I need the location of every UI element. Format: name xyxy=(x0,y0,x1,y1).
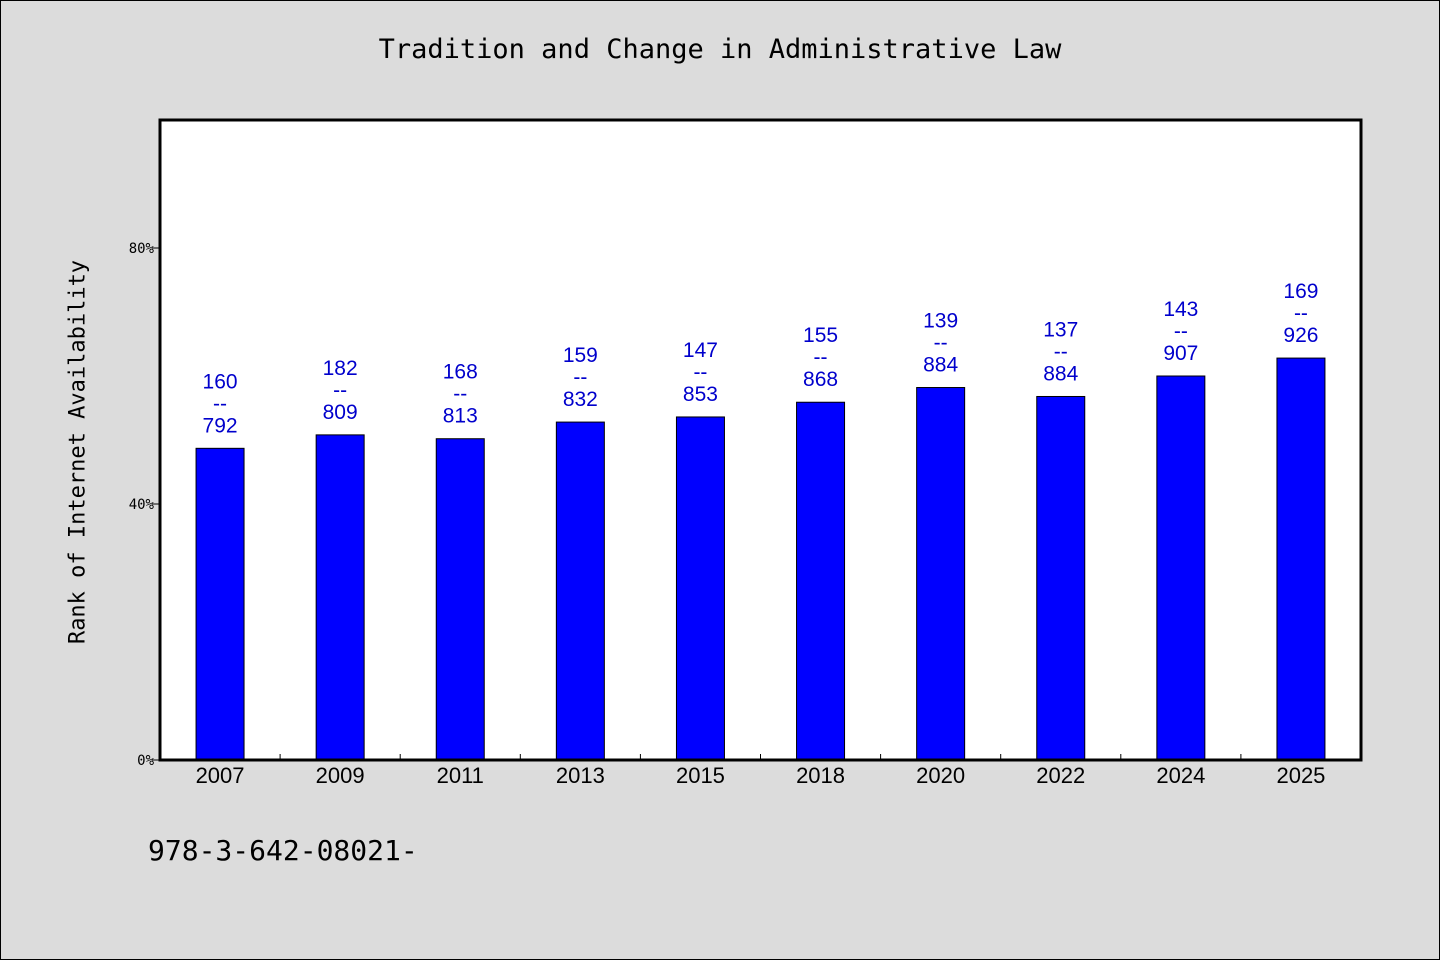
data-label-2025-1: -- xyxy=(1294,302,1308,325)
data-label-2024-0: 143 xyxy=(1163,298,1198,321)
data-label-2011-0: 168 xyxy=(443,361,478,384)
bar-2015 xyxy=(675,416,725,761)
data-label-2025-2: 926 xyxy=(1283,324,1318,347)
data-label-2015-2: 853 xyxy=(683,383,718,406)
y-tick-label-40%: 40% xyxy=(129,497,155,513)
x-tick-label-2020: 2020 xyxy=(916,763,965,788)
x-tick-label-2011: 2011 xyxy=(437,763,484,788)
data-label-2020-1: -- xyxy=(934,332,948,355)
data-label-2024-1: -- xyxy=(1174,320,1188,343)
data-label-2007-0: 160 xyxy=(203,370,238,393)
data-label-2009-2: 809 xyxy=(323,401,358,424)
y-tick-label-80%: 80% xyxy=(129,241,155,257)
bar-2013 xyxy=(555,421,605,761)
x-tick-label-2013: 2013 xyxy=(556,763,605,788)
bar-2009 xyxy=(315,434,365,761)
bar-2018 xyxy=(796,401,846,761)
data-label-2013-2: 832 xyxy=(563,388,598,411)
data-label-2020-2: 884 xyxy=(923,354,958,377)
data-label-2018-2: 868 xyxy=(803,368,838,391)
data-label-2025-0: 169 xyxy=(1283,280,1318,303)
bar-2011 xyxy=(435,438,485,761)
x-tick-label-2024: 2024 xyxy=(1156,763,1205,788)
x-tick-label-2022: 2022 xyxy=(1036,763,1085,788)
data-label-2011-2: 813 xyxy=(443,405,478,428)
x-tick-label-2009: 2009 xyxy=(316,763,365,788)
bar-2024 xyxy=(1156,375,1206,761)
data-label-2020-0: 139 xyxy=(923,310,958,333)
data-label-2018-1: -- xyxy=(814,346,828,369)
data-label-2015-1: -- xyxy=(693,361,707,384)
isbn-footnote: 978-3-642-08021- xyxy=(148,834,418,867)
bar-2022 xyxy=(1036,395,1086,761)
data-label-2022-0: 137 xyxy=(1043,318,1078,341)
data-label-2018-0: 155 xyxy=(803,324,838,347)
data-label-2009-1: -- xyxy=(333,379,347,402)
data-label-2024-2: 907 xyxy=(1163,342,1198,365)
data-label-2011-1: -- xyxy=(453,383,467,406)
x-tick-label-2015: 2015 xyxy=(676,763,725,788)
data-label-2013-0: 159 xyxy=(563,344,598,367)
data-label-2009-0: 182 xyxy=(323,357,358,380)
x-tick-label-2007: 2007 xyxy=(196,763,245,788)
chart-title: Tradition and Change in Administrative L… xyxy=(378,34,1062,65)
x-tick-label-2018: 2018 xyxy=(796,763,845,788)
data-label-2015-0: 147 xyxy=(683,339,718,362)
bar-2025 xyxy=(1276,357,1326,761)
bar-2020 xyxy=(916,387,966,761)
data-label-2022-1: -- xyxy=(1054,340,1068,363)
data-label-2007-2: 792 xyxy=(203,414,238,437)
bar-2007 xyxy=(195,447,245,761)
data-label-2022-2: 884 xyxy=(1043,362,1078,385)
y-tick-label-0%: 0% xyxy=(137,753,154,769)
plot-border xyxy=(158,118,1363,762)
data-label-2007-1: -- xyxy=(213,392,227,415)
data-label-2013-1: -- xyxy=(573,366,587,389)
x-tick-label-2025: 2025 xyxy=(1276,763,1325,788)
